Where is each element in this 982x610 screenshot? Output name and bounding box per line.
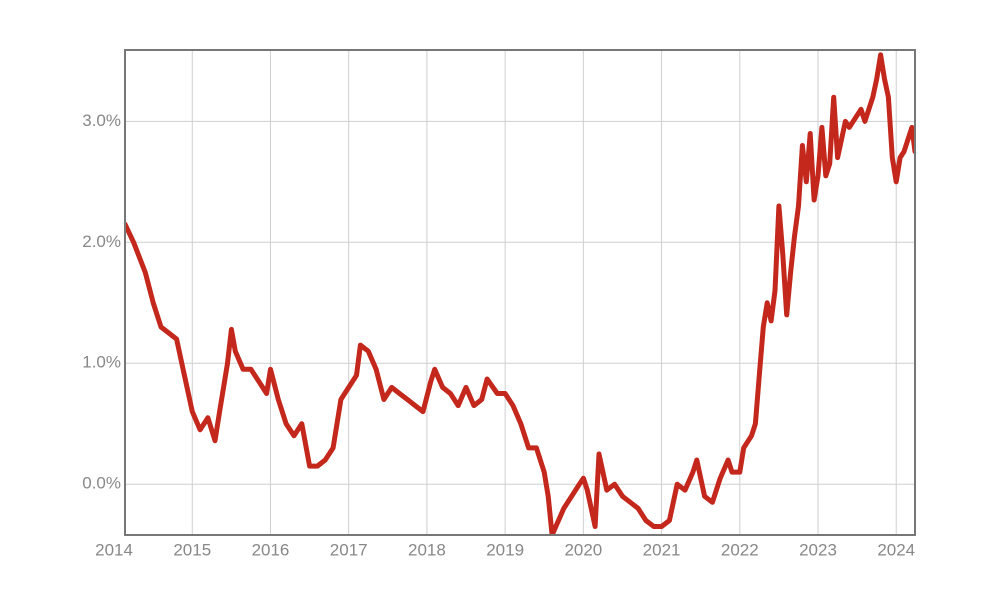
- y-tick-label: 0.0%: [82, 474, 121, 493]
- y-tick-label: 2.0%: [82, 232, 121, 251]
- x-tick-label: 2016: [252, 540, 290, 559]
- x-tick-label: 2024: [877, 540, 915, 559]
- y-tick-label: 3.0%: [82, 111, 121, 130]
- x-tick-label: 2021: [643, 540, 681, 559]
- x-tick-label: 2017: [330, 540, 368, 559]
- x-tick-label: 2022: [721, 540, 759, 559]
- line: [125, 52, 915, 535]
- x-tick-label: 2014: [95, 540, 133, 559]
- x-tick-label: 2020: [564, 540, 602, 559]
- x-tick-label: 2015: [173, 540, 211, 559]
- x-tick-label: 2019: [486, 540, 524, 559]
- x-tick-label: 2018: [408, 540, 446, 559]
- plot-frame: [124, 49, 916, 536]
- y-tick-label: 1.0%: [82, 353, 121, 372]
- x-tick-label: 2023: [799, 540, 837, 559]
